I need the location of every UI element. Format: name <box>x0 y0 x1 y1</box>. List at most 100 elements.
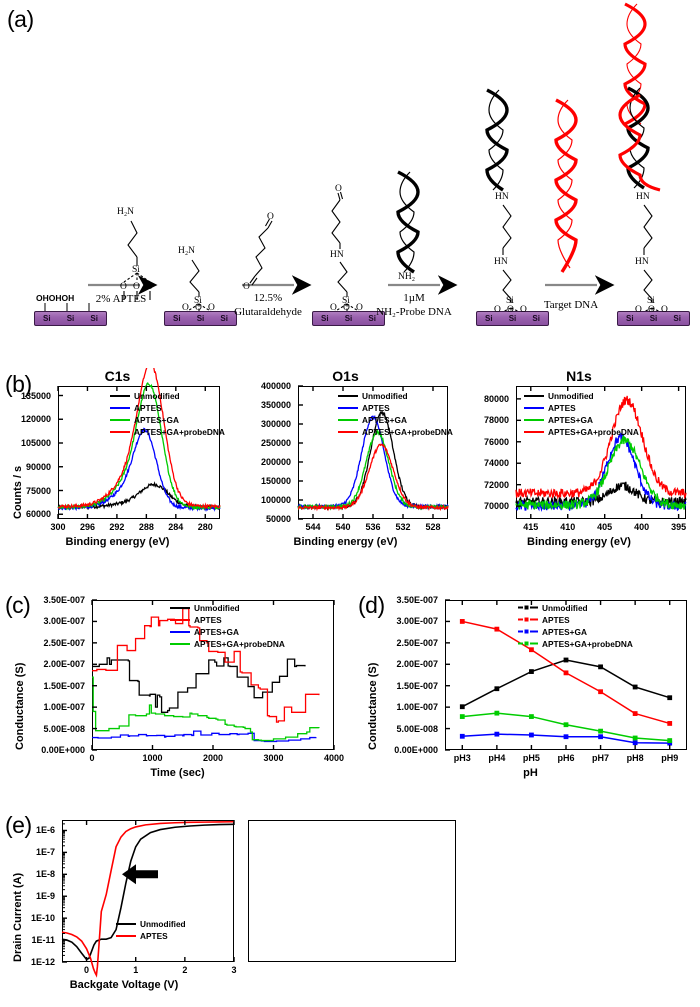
legend-item: APTES <box>116 930 186 941</box>
legend-item: APTES+GA <box>524 414 639 425</box>
x-axis-label: Time (sec) <box>150 767 205 779</box>
plot-area <box>92 600 334 750</box>
y-tick-label: 120000 <box>20 414 51 425</box>
legend-label: APTES+GA <box>134 414 179 425</box>
si-label-1: Si <box>132 265 140 275</box>
y-axis-label: Drain Current (A) <box>12 872 24 962</box>
step-label-aptes: 2% APTES <box>95 293 147 305</box>
x-axis-label: Backgate Voltage (V) <box>69 979 179 991</box>
y-tick-label: 60000 <box>25 509 51 520</box>
legend-item: APTES+GA <box>110 414 225 425</box>
x-tick-label: 536 <box>365 522 381 532</box>
chart-legend: Unmodified APTES APTES+GA APTES+GA+probeDNA <box>524 390 639 437</box>
hn-label-4: HN <box>636 192 650 202</box>
y-tick-label: 1E-7 <box>35 847 55 858</box>
x-tick-label: 4000 <box>323 753 345 763</box>
y-tick-label: 5.00E-008 <box>396 723 438 734</box>
oh-surface-label: OHOHOH <box>36 293 75 303</box>
x-tick-label: 0 <box>84 965 90 975</box>
y-tick-label: 1E-9 <box>35 891 55 902</box>
hn-label-3: HN <box>494 257 508 267</box>
x-tick-label: pH4 <box>488 753 506 763</box>
legend-swatch <box>524 394 544 397</box>
step-label-conc: 1µM <box>403 292 425 304</box>
legend-label: APTES+GA <box>542 626 587 637</box>
o-label: O <box>356 303 363 313</box>
chart-transfer-1: 0 1 2 3 1E-12 1E-11 1E-10 1E-9 1E-8 1E-7 1E-6 Drain… <box>10 812 238 1002</box>
legend-label: Unmodified <box>542 602 588 613</box>
o-label: O <box>507 305 514 315</box>
step-label-target-dna: Target DNA <box>543 299 599 311</box>
o-label: O <box>661 305 668 315</box>
y-tick-label: 0.00E+000 <box>394 745 438 755</box>
x-tick-label: pH8 <box>626 753 644 763</box>
x-tick-label: 544 <box>305 522 321 532</box>
y-tick-label: 3.50E-007 <box>43 595 85 605</box>
y-tick-label: 250000 <box>260 438 291 448</box>
x-tick-label: 0 <box>89 753 95 763</box>
legend-label: APTES <box>548 402 576 413</box>
chart-svg <box>445 599 673 751</box>
h2n-label-1: H₂N <box>117 207 135 217</box>
y-tick-label: 1E-8 <box>35 869 55 880</box>
chart-svg <box>515 386 687 519</box>
chart-svg <box>91 599 335 751</box>
chart-legend: Unmodified APTES <box>116 918 186 941</box>
x-tick-label: 532 <box>395 522 411 532</box>
legend-label: APTES+GA+probeDNA <box>134 426 225 437</box>
chart-conductance-ph: pH3 pH4 pH5 pH6 pH7 pH8 pH9 0.00E+000 5.00E-008 1… <box>363 590 698 790</box>
y-tick-label: 150000 <box>260 476 291 486</box>
legend-swatch <box>518 603 538 612</box>
panel-b-tag: (b) <box>5 371 32 397</box>
plot-area <box>248 820 456 962</box>
legend-swatch <box>110 430 130 433</box>
legend-item: Unmodified <box>170 602 285 613</box>
panel-a-tag: (a) <box>7 6 34 32</box>
panel-a-schematic: (a) <box>0 0 700 358</box>
x-tick-label: pH3 <box>453 753 471 763</box>
y-tick-label: 200000 <box>260 457 291 467</box>
x-tick-label: 300 <box>50 522 66 532</box>
y-axis-label: Conductance (S) <box>367 662 379 750</box>
o-label: O <box>520 305 527 315</box>
legend-label: Unmodified <box>362 390 408 401</box>
x-tick-label: pH7 <box>592 753 610 763</box>
legend-swatch <box>110 394 130 397</box>
chart-n1s: N1s 415 410 405 400 395 70000 72000 74000 76000 78… <box>466 368 692 563</box>
legend-swatch <box>116 934 136 937</box>
y-tick-label: 3.00E-007 <box>396 616 438 627</box>
y-tick-label: 75000 <box>25 485 51 496</box>
x-tick-label: pH6 <box>557 753 575 763</box>
legend-label: APTES+GA+probeDNA <box>194 638 285 649</box>
y-tick-label: 74000 <box>483 458 509 469</box>
legend-label: APTES <box>542 614 570 625</box>
si-label-4: Si <box>506 296 514 306</box>
legend-swatch <box>116 922 136 925</box>
y-tick-label: 72000 <box>483 479 509 490</box>
nh2-label: NH₂ <box>398 272 416 282</box>
legend-label: Unmodified <box>140 918 186 929</box>
legend-swatch <box>524 406 544 409</box>
y-tick-label: 400000 <box>260 381 291 391</box>
y-tick-label: 1.50E-007 <box>43 680 85 691</box>
legend-swatch <box>170 630 190 633</box>
x-tick-label: 415 <box>523 522 539 532</box>
chart-conductance-time: 0 1000 2000 3000 4000 0.00E+000 5.00E-008 1.00E… <box>10 590 345 790</box>
y-tick-label: 50000 <box>265 514 291 524</box>
legend-item: APTES+GA <box>518 626 633 637</box>
x-axis-label: Binding energy (eV) <box>527 536 631 548</box>
legend-swatch <box>338 406 358 409</box>
legend-swatch <box>518 639 538 648</box>
o-label: O <box>494 305 501 315</box>
x-axis-label: Binding energy (eV) <box>293 536 398 548</box>
plot-area <box>298 386 448 519</box>
legend-item: APTES <box>110 402 225 413</box>
o-label-ga-top: O <box>267 212 274 222</box>
hn-label-1: HN <box>330 250 344 260</box>
substrate-block-2: Si Si Si <box>164 311 237 326</box>
x-tick-label: 1 <box>133 965 139 975</box>
x-tick-label: 2 <box>182 965 188 975</box>
o-label: O <box>133 282 140 292</box>
chart-svg <box>57 368 221 519</box>
legend-swatch <box>524 418 544 421</box>
